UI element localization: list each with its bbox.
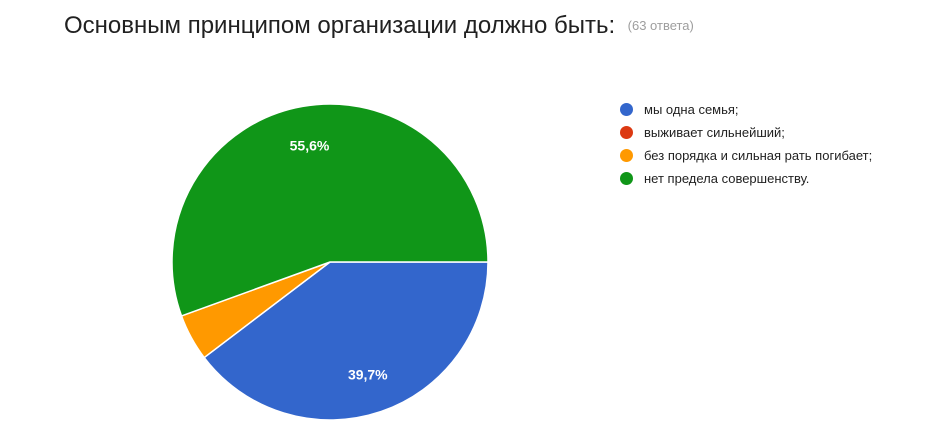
legend-item-1[interactable]: выживает сильнейший; (620, 123, 880, 142)
pie-data-label-3: 55,6% (290, 137, 330, 153)
legend-swatch-icon (620, 103, 633, 116)
legend-swatch-icon (620, 172, 633, 185)
legend-item-3[interactable]: нет предела совершенству. (620, 169, 880, 188)
legend-label: мы одна семья; (644, 102, 739, 117)
legend-swatch-icon (620, 149, 633, 162)
chart-title-row: Основным принципом организации должно бы… (64, 12, 694, 40)
pie-data-labels: 39,7% 55,6% (290, 137, 389, 382)
legend-label: нет предела совершенству. (644, 171, 810, 186)
response-count: (63 ответа) (627, 18, 694, 33)
pie-data-label-0: 39,7% (348, 366, 388, 382)
chart-title: Основным принципом организации должно бы… (64, 12, 616, 39)
legend-item-0[interactable]: мы одна семья; (620, 100, 880, 119)
pie-slice-0[interactable] (203, 261, 489, 421)
legend-swatch-icon (620, 126, 633, 139)
chart-legend: мы одна семья; выживает сильнейший; без … (620, 100, 880, 192)
legend-label: без порядка и сильная рать погибает; (644, 148, 873, 163)
pie-slices (171, 103, 489, 421)
pie-slice-3[interactable] (171, 103, 489, 317)
legend-label: выживает сильнейший; (644, 125, 785, 140)
legend-item-2[interactable]: без порядка и сильная рать погибает; (620, 146, 880, 165)
